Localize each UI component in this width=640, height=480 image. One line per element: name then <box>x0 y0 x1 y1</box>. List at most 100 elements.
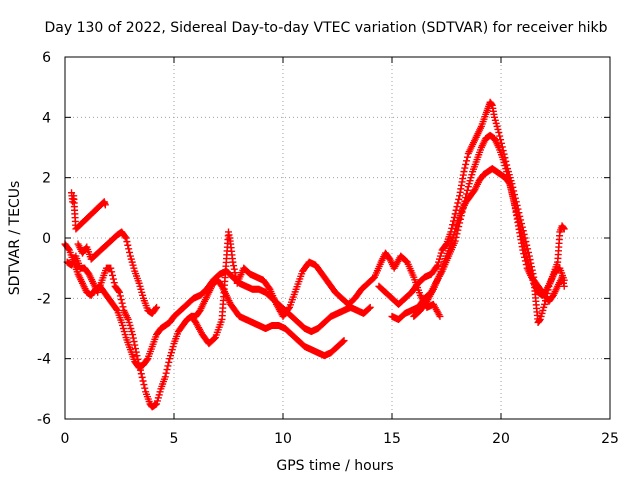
data-point <box>133 352 141 360</box>
data-point <box>559 224 567 232</box>
data-point <box>109 271 117 279</box>
plot-frame <box>64 56 611 420</box>
data-point <box>230 265 238 273</box>
data-point <box>117 296 125 304</box>
data-point <box>119 303 127 311</box>
data-point <box>541 300 549 308</box>
data-point <box>64 245 72 253</box>
data-point <box>138 373 146 381</box>
data-point <box>131 341 139 349</box>
y-axis-label: SDTVAR / TECUs <box>7 181 23 296</box>
data-point <box>488 100 496 108</box>
data-point <box>453 203 461 211</box>
data-point <box>560 225 568 233</box>
data-point <box>285 305 293 313</box>
data-point <box>124 241 132 249</box>
data-point <box>463 157 471 165</box>
data-point <box>163 366 171 374</box>
data-point <box>101 201 109 209</box>
data-point <box>519 246 527 254</box>
data-point <box>433 262 441 270</box>
data-point <box>137 370 145 378</box>
data-point <box>118 299 126 307</box>
data-point <box>560 282 568 290</box>
data-point <box>108 268 116 276</box>
data-point <box>110 279 118 287</box>
data-point <box>130 338 138 346</box>
y-tick-label: 2 <box>42 171 51 187</box>
data-point <box>152 305 160 313</box>
data-point <box>449 221 457 229</box>
series-track-a <box>63 252 348 411</box>
y-tick-label: -2 <box>37 291 51 307</box>
y-tick-label: 6 <box>42 50 51 66</box>
x-tick-label: 20 <box>492 431 510 447</box>
y-tick-label: -6 <box>37 412 51 428</box>
data-point <box>112 305 120 313</box>
data-point <box>461 164 469 172</box>
data-point <box>339 337 347 345</box>
data-point <box>164 362 172 370</box>
data-point <box>536 316 544 324</box>
data-point <box>131 345 139 353</box>
data-point <box>107 264 115 272</box>
data-point <box>521 253 529 261</box>
data-point <box>495 128 503 136</box>
data-point <box>139 377 147 385</box>
data-point <box>129 334 137 342</box>
data-point <box>121 233 129 241</box>
data-point <box>462 160 470 168</box>
data-point <box>521 257 529 265</box>
data-point <box>340 337 348 345</box>
data-point <box>454 199 462 207</box>
chart-title: Day 130 of 2022, Sidereal Day-to-day VTE… <box>45 20 608 36</box>
data-point <box>161 373 169 381</box>
data-point <box>508 191 516 199</box>
series-track-c <box>68 189 444 348</box>
data-point <box>115 287 123 295</box>
x-tick-label: 0 <box>61 431 70 447</box>
data-point <box>165 358 173 366</box>
data-point <box>522 261 530 269</box>
data-point <box>122 234 130 242</box>
data-point <box>463 186 471 194</box>
data-point <box>129 331 137 339</box>
data-point <box>125 245 133 253</box>
data-point <box>141 384 149 392</box>
y-tick-label: -4 <box>37 352 51 368</box>
data-point <box>229 258 237 266</box>
x-tick-label: 5 <box>170 431 179 447</box>
data-point <box>507 183 515 191</box>
series-track-f <box>410 165 568 320</box>
x-tick-label: 25 <box>601 431 619 447</box>
data-point <box>520 250 528 258</box>
data-point <box>153 303 161 311</box>
y-tick-label: 4 <box>42 110 51 126</box>
data-point <box>162 369 170 377</box>
data-point <box>455 195 463 203</box>
data-point <box>463 153 471 161</box>
data-point <box>436 312 444 320</box>
data-point <box>365 304 373 312</box>
data-point <box>116 292 124 300</box>
data-point <box>509 194 517 202</box>
data-point <box>109 275 117 283</box>
y-tick-label: 0 <box>42 231 51 247</box>
data-point <box>140 381 148 389</box>
data-point <box>143 356 151 364</box>
x-tick-label: 10 <box>274 431 292 447</box>
data-point <box>505 178 513 186</box>
data-point <box>123 238 131 246</box>
data-point <box>116 288 123 296</box>
data-point <box>460 168 468 176</box>
data-points <box>61 98 568 411</box>
data-point <box>230 262 238 270</box>
data-point <box>496 132 504 140</box>
data-point <box>506 180 514 188</box>
data-point <box>507 187 515 195</box>
axis-tick-labels: 0 5 10 15 20 25 -6 -4 -2 0 2 4 6 <box>37 50 619 447</box>
data-point <box>366 303 374 311</box>
data-point <box>126 248 134 256</box>
x-axis-label: GPS time / hours <box>276 458 393 474</box>
